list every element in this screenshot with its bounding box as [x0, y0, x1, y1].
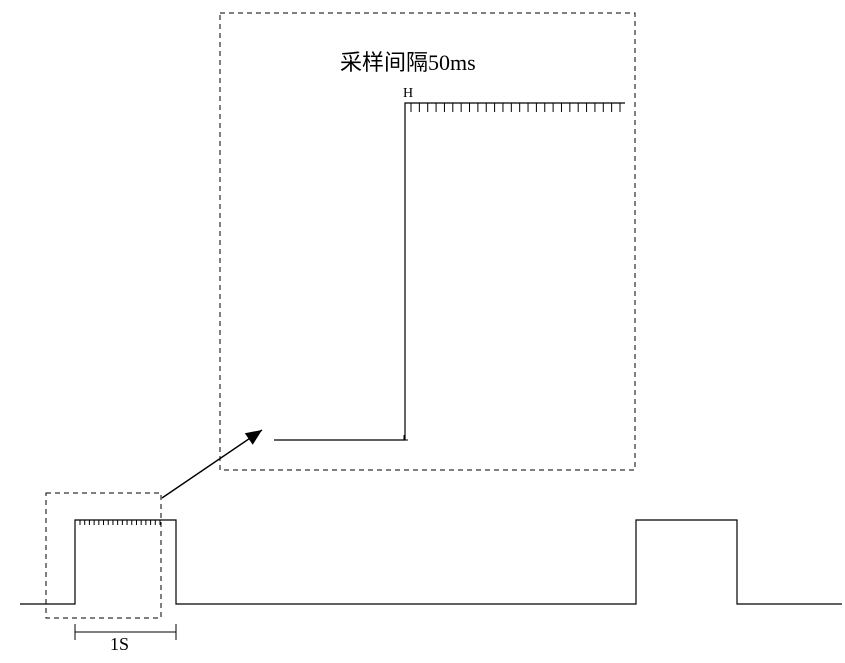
main-signal-trace [20, 520, 842, 604]
period-label: 1S [110, 634, 129, 654]
source-region-box [46, 493, 161, 618]
zoom-sampling-ticks [411, 103, 620, 112]
sampling-interval-label: 采样间隔50ms [340, 50, 476, 75]
timing-diagram: 采样间隔50ms H 1S [0, 0, 845, 663]
zoom-signal-trace [274, 103, 625, 440]
main-sampling-ticks [80, 520, 160, 525]
zoom-arrow [162, 430, 262, 498]
edge-marker-label: H [403, 86, 413, 101]
zoom-detail-box [220, 13, 635, 470]
